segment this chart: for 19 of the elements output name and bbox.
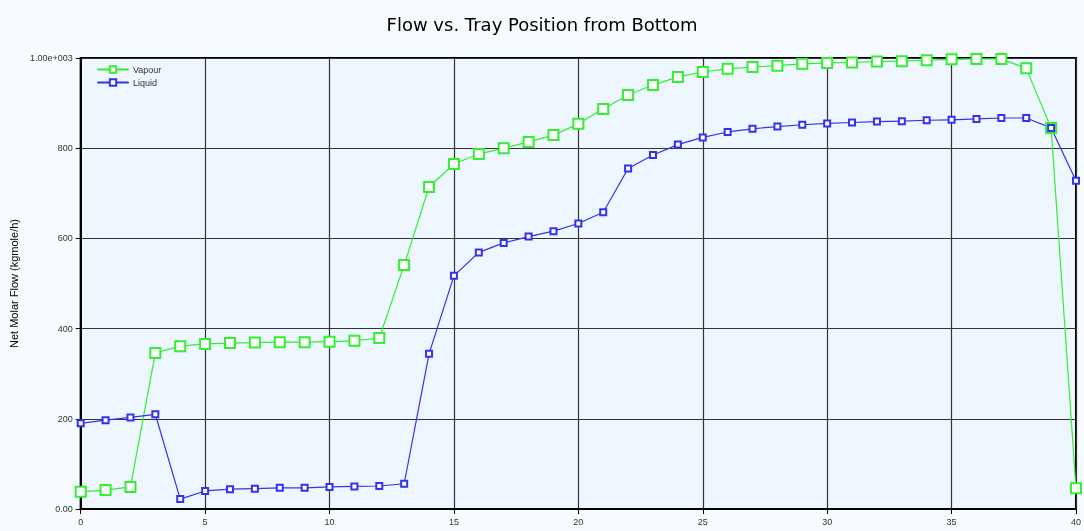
legend-label: Vapour — [133, 64, 162, 75]
x-tick-label: 35 — [946, 516, 957, 527]
x-tick-label: 10 — [324, 516, 335, 527]
legend-label: Liquid — [133, 77, 158, 88]
y-tick-label: 1.00e+003 — [29, 53, 73, 63]
x-tick-label: 0 — [78, 516, 84, 527]
x-tick-label: 30 — [822, 516, 833, 527]
chart-title: Flow vs. Tray Position from Bottom — [386, 13, 698, 35]
x-tick-label: 25 — [697, 516, 708, 527]
x-tick-label: 20 — [573, 516, 584, 527]
y-tick-label: 200 — [57, 413, 73, 424]
y-tick-label: 400 — [57, 323, 73, 334]
x-tick-label: 40 — [1070, 516, 1081, 527]
y-tick-label: 600 — [57, 233, 73, 244]
x-tick-label: 15 — [448, 516, 459, 527]
y-tick-label: 0.00 — [55, 504, 73, 514]
y-axis-title: Net Molar Flow (kgmole/h) — [7, 219, 20, 348]
y-tick-label: 800 — [57, 143, 73, 154]
x-tick-label: 5 — [202, 516, 208, 527]
